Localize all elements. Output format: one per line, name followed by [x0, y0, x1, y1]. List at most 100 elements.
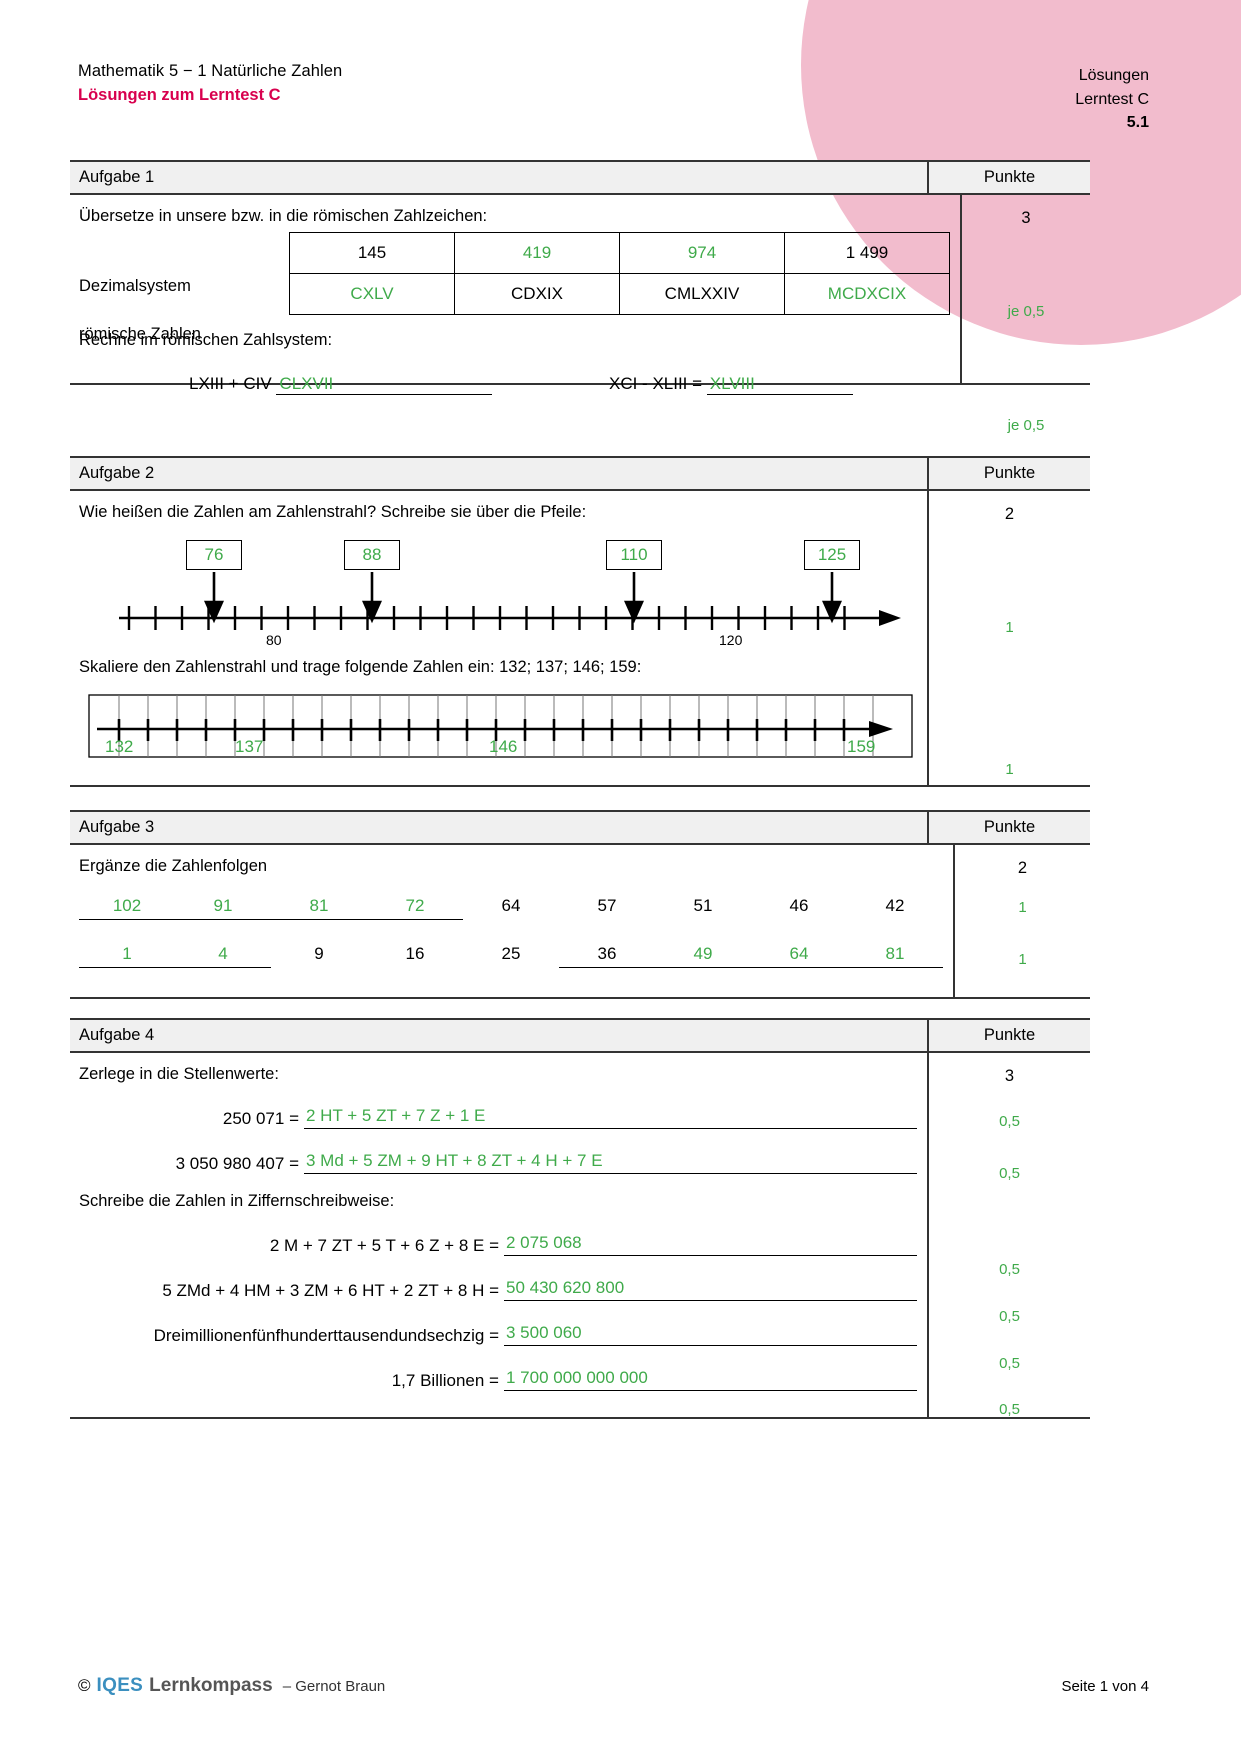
- cell-roman-1: CDXIX: [454, 273, 620, 315]
- task-4-row-1-answer[interactable]: 2 HT + 5 ZT + 7 Z + 1 E: [304, 1106, 917, 1129]
- axis-tick-label-120: 120: [719, 632, 743, 648]
- seq1-cell-5: 57: [597, 896, 617, 915]
- task-1-title: Aufgabe 1: [70, 162, 929, 193]
- seq2-cell-8[interactable]: 81: [847, 944, 943, 968]
- task-2-points-a: 1: [1005, 619, 1014, 636]
- points-header-2: Punkte: [983, 464, 1036, 482]
- task-1-calc-1-label: LXIII + CIV: [189, 374, 272, 393]
- line2-label-137[interactable]: 137: [235, 737, 264, 756]
- line2-label-146[interactable]: 146: [489, 737, 518, 756]
- arrow-label-1[interactable]: 88: [344, 540, 400, 570]
- task-3-body: Ergänze die Zahlenfolgen 102 91 81 72 64…: [70, 845, 1090, 999]
- cell-decimal-0: 145: [289, 232, 455, 274]
- task-3-sequence-2: 1 4 9 16 25 36 49 64 81: [79, 944, 943, 968]
- seq2-cell-6[interactable]: 49: [655, 944, 751, 968]
- task-4-row-2-answer[interactable]: 3 Md + 5 ZM + 9 HT + 8 ZT + 4 H + 7 E: [304, 1151, 917, 1174]
- task-1-section: Aufgabe 1 Punkte Übersetze in unsere bzw…: [70, 160, 1090, 434]
- task-4-row-5-answer[interactable]: 3 500 060: [504, 1323, 917, 1346]
- page-code: 5.1: [1126, 114, 1149, 132]
- task-1-calc-2-label: XCI - XLIII =: [609, 374, 703, 393]
- arrow-label-3[interactable]: 125: [804, 540, 860, 570]
- task-1-calc-2: XCI - XLIII = XLVIII: [609, 374, 853, 395]
- header-title: Lösungen zum Lerntest C: [78, 86, 281, 104]
- task-2-points-total: 2: [1004, 505, 1015, 523]
- task-1-body: Übersetze in unsere bzw. in die römische…: [70, 195, 1090, 434]
- task-4-points-row-6: 0,5: [999, 1401, 1020, 1418]
- header-right-block: Lösungen Lerntest C 5.1: [1075, 64, 1149, 135]
- axis-tick-label-80: 80: [266, 632, 282, 648]
- task-4-row-4-answer[interactable]: 50 430 620 800: [504, 1278, 917, 1301]
- document-header: Mathematik 5 − 1 Natürliche Zahlen Lösun…: [78, 62, 342, 105]
- points-header-3: Punkte: [983, 818, 1036, 836]
- task-3-points-a: 1: [1018, 899, 1027, 916]
- task-1-calc-2-answer[interactable]: XLVIII: [706, 374, 853, 395]
- copyright-icon: ©: [78, 1676, 91, 1695]
- task-4-row-6-answer[interactable]: 1 700 000 000 000: [504, 1368, 917, 1391]
- task-4-points-row-5: 0,5: [999, 1355, 1020, 1372]
- brand-name-lernkompass: Lernkompass: [149, 1675, 273, 1696]
- task-3-header-band: Aufgabe 3 Punkte: [70, 810, 1090, 845]
- task-4-row-3: 2 M + 7 ZT + 5 T + 6 Z + 8 E = 2 075 068: [79, 1233, 917, 1256]
- author-name: – Gernot Braun: [282, 1677, 386, 1695]
- task-2-points-b: 1: [1005, 761, 1014, 778]
- task-3-prompt: Ergänze die Zahlenfolgen: [79, 857, 268, 875]
- cell-roman-2: CMLXXIV: [619, 273, 785, 315]
- number-line-2: 132 137 146 159: [79, 693, 917, 773]
- task-1-row-label-roman: römische Zahlen: [79, 325, 201, 343]
- seq1-cell-6: 51: [693, 896, 713, 915]
- task-4-prompt-2: Schreibe die Zahlen in Ziffernschreibwei…: [79, 1192, 395, 1210]
- seq1-cell-1[interactable]: 91: [175, 896, 271, 920]
- task-2-points: 2 1 1: [929, 491, 1090, 787]
- task-3-points-b: 1: [1018, 951, 1027, 968]
- seq2-cell-5[interactable]: 36: [559, 944, 655, 968]
- seq2-cell-1[interactable]: 4: [175, 944, 271, 968]
- task-4-row-3-answer[interactable]: 2 075 068: [504, 1233, 917, 1256]
- cell-roman-0: CXLV: [289, 273, 455, 315]
- task-3-content: Ergänze die Zahlenfolgen 102 91 81 72 64…: [70, 845, 955, 999]
- seq2-cell-0[interactable]: 1: [79, 944, 175, 968]
- seq2-cell-7[interactable]: 64: [751, 944, 847, 968]
- task-1-calc-1-answer[interactable]: CLXVII: [276, 374, 493, 395]
- line2-label-132[interactable]: 132: [105, 737, 134, 756]
- task-2-header-band: Aufgabe 2 Punkte: [70, 456, 1090, 491]
- line2-label-159[interactable]: 159: [847, 737, 876, 756]
- number-line-2-svg: [88, 694, 913, 758]
- task-2-section: Aufgabe 2 Punkte Wie heißen die Zahlen a…: [70, 456, 1090, 787]
- arrow-label-2[interactable]: 110: [606, 540, 662, 570]
- seq1-cell-3[interactable]: 72: [367, 896, 463, 920]
- task-1-prompt-2: Rechne im römischen Zahlsystem:: [79, 331, 333, 349]
- table-row-decimal: 145 419 974 1 499: [289, 232, 950, 274]
- task-4-points-total: 3: [1004, 1067, 1015, 1085]
- task-1-row-label-decimal: Dezimalsystem: [79, 277, 191, 295]
- task-3-section: Aufgabe 3 Punkte Ergänze die Zahlenfolge…: [70, 810, 1090, 999]
- seq1-cell-0[interactable]: 102: [79, 896, 175, 920]
- task-4-points: 3 0,5 0,5 0,5 0,5 0,5 0,5: [929, 1053, 1090, 1419]
- task-2-prompt-2: Skaliere den Zahlenstrahl und trage folg…: [79, 658, 642, 676]
- task-4-row-1: 250 071 = 2 HT + 5 ZT + 7 Z + 1 E: [79, 1106, 917, 1129]
- cell-decimal-3: 1 499: [784, 232, 950, 274]
- task-4-points-row-1: 0,5: [999, 1113, 1020, 1130]
- arrow-label-0[interactable]: 76: [186, 540, 242, 570]
- task-1-points-total: 3: [1021, 209, 1031, 227]
- task-4-points-row-2: 0,5: [999, 1165, 1020, 1182]
- task-4-row-2-label: 3 050 980 407 =: [175, 1154, 299, 1173]
- task-4-points-row-3: 0,5: [999, 1261, 1020, 1278]
- seq1-cell-8: 42: [885, 896, 905, 915]
- task-4-title: Aufgabe 4: [70, 1020, 929, 1051]
- task-4-row-6-label: 1,7 Billionen =: [391, 1371, 499, 1390]
- seq2-cell-4: 25: [501, 944, 521, 963]
- task-4-row-5: Dreimillionenfünfhunderttausendundsechzi…: [79, 1323, 917, 1346]
- points-header-1: Punkte: [983, 168, 1036, 186]
- task-3-points-total: 2: [1017, 859, 1028, 877]
- task-1-table: 145 419 974 1 499 CXLV CDXIX CMLXXIV MCD…: [289, 232, 950, 315]
- task-4-content: Zerlege in die Stellenwerte: 250 071 = 2…: [70, 1053, 929, 1419]
- task-3-title: Aufgabe 3: [70, 812, 929, 843]
- page-number: Seite 1 von 4: [1061, 1677, 1149, 1695]
- header-right-line1: Lösungen: [1078, 67, 1149, 84]
- task-2-content: Wie heißen die Zahlen am Zahlenstrahl? S…: [70, 491, 929, 787]
- seq1-cell-2[interactable]: 81: [271, 896, 367, 920]
- header-subject: Mathematik 5 − 1 Natürliche Zahlen: [78, 62, 343, 80]
- task-1-calc-row: LXIII + CIV CLXVII XCI - XLIII = XLVIII: [79, 374, 950, 408]
- task-4-prompt-1: Zerlege in die Stellenwerte:: [79, 1065, 279, 1083]
